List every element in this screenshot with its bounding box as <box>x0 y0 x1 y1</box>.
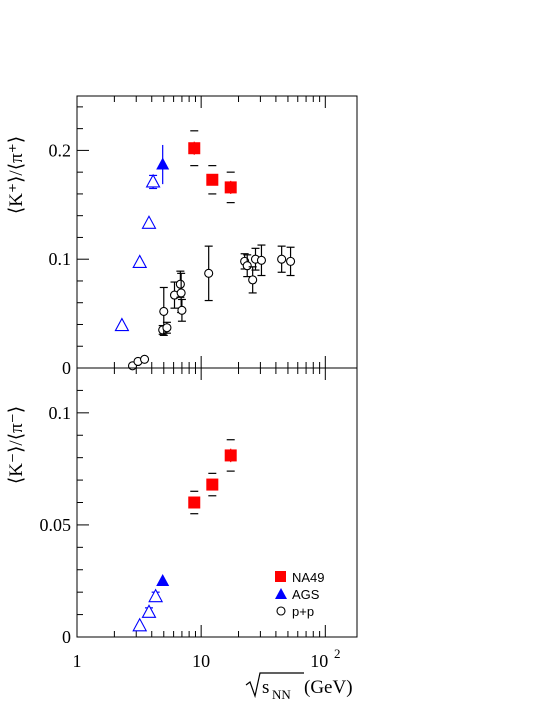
x-axis-label-unit: (GeV) <box>304 677 353 698</box>
data-point-ags-open <box>141 604 157 618</box>
data-point-na49 <box>188 142 201 155</box>
legend: NA49 AGS p+p <box>275 570 325 619</box>
data-point-ags <box>156 157 170 170</box>
y-tick-label: 0.1 <box>49 249 72 269</box>
sqrt-sign <box>245 672 304 699</box>
data-point-pp <box>248 275 258 285</box>
data-point-pp <box>286 256 296 266</box>
data-point-pp <box>204 268 214 278</box>
y-tick-label: 0 <box>62 627 71 647</box>
y-axis-label: ⟨K⁻⟩/⟨π⁻⟩ <box>6 406 27 484</box>
y-tick-label: 0.2 <box>49 140 72 160</box>
data-point-pp <box>256 255 267 265</box>
x-tick-label: 1 <box>73 651 82 671</box>
y-tick-label: 0.1 <box>49 403 72 423</box>
data-point-na49 <box>206 173 219 186</box>
data-point-na49 <box>224 449 237 462</box>
legend-label: NA49 <box>292 570 325 585</box>
x-tick-label: 10 <box>192 651 210 671</box>
legend-marker-ags <box>275 588 287 599</box>
data-point-pp <box>139 354 150 364</box>
x-tick-label-exponent: 2 <box>334 646 341 661</box>
data-point-pp <box>162 323 172 333</box>
bottom-panel: 0 0.05 0.1 ⟨K⁻⟩/⟨π⁻⟩ 1 10 10 2 s NN (GeV) <box>6 367 358 702</box>
y-axis-label: ⟨K⁺⟩/⟨π⁺⟩ <box>6 136 27 214</box>
legend-label: AGS <box>292 587 320 602</box>
data-point-ags-open <box>141 215 157 229</box>
x-axis-label-sub: NN <box>272 687 291 702</box>
data-point-pp <box>159 306 169 316</box>
data-point-pp <box>175 279 185 289</box>
data-point-na49 <box>224 181 237 194</box>
data-point-ags-open <box>145 173 161 188</box>
data-point-pp <box>277 254 287 264</box>
y-tick-label: 0.05 <box>40 515 72 535</box>
x-axis-label-base: s <box>262 677 269 698</box>
y-tick-label: 0 <box>62 358 71 378</box>
top-panel: 0 0.1 0.2 ⟨K⁺⟩/⟨π⁺⟩ <box>6 95 358 378</box>
data-point-ags-open <box>132 254 148 269</box>
data-point-ags-open <box>148 588 164 603</box>
x-axis-label: s NN (GeV) <box>245 672 353 702</box>
data-point-ags-open <box>114 317 130 332</box>
data-point-na49 <box>206 478 219 491</box>
data-point-ags-open <box>132 617 148 632</box>
data-point-pp <box>177 305 187 315</box>
data-point-pp <box>176 288 186 298</box>
x-tick-label: 10 <box>310 651 328 671</box>
legend-marker-pp <box>276 606 286 616</box>
data-point-pp <box>242 261 252 271</box>
data-point-ags <box>156 573 170 586</box>
legend-label: p+p <box>292 604 314 619</box>
legend-marker-na49 <box>275 571 286 582</box>
data-point-na49 <box>188 496 201 509</box>
